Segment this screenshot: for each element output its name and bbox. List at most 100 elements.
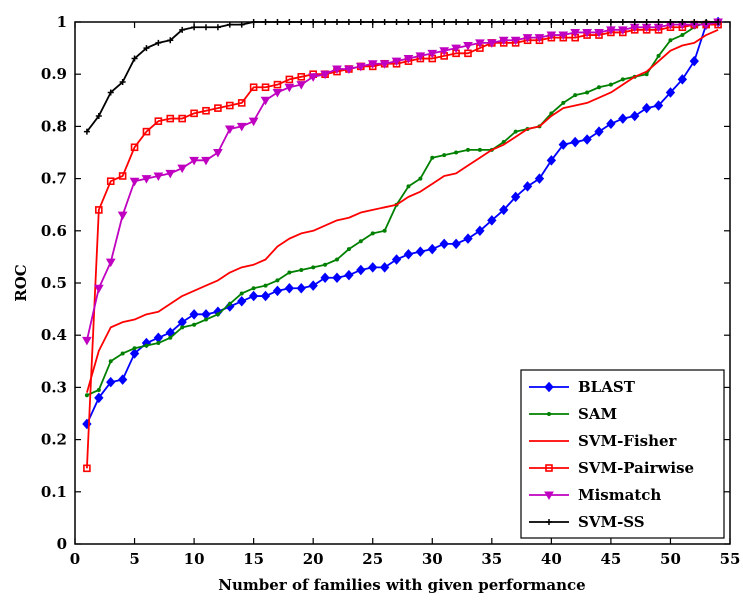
data-point-mismatch (332, 65, 342, 74)
data-point-svm-ss (345, 19, 352, 25)
data-point-blast (106, 376, 116, 388)
data-point-sam (597, 85, 601, 90)
legend: BLAST SAM SVM-Fisher SVM-Pairwise Mismatch SV… (520, 369, 725, 539)
data-point-svm-ss (83, 128, 90, 135)
data-point-svm-ss (238, 21, 245, 28)
data-point-svm-pairwise (142, 127, 151, 136)
data-point-svm-pairwise (249, 83, 258, 92)
data-point-blast (308, 280, 318, 291)
data-point-svm-ss (488, 19, 495, 25)
data-point-blast (356, 264, 366, 276)
data-point-blast (260, 290, 271, 302)
data-point-svm-pairwise (190, 109, 198, 118)
data-point-blast (534, 173, 545, 184)
data-point-svm-ss (417, 19, 424, 25)
data-point-mismatch (213, 149, 223, 158)
data-point-sam (620, 77, 625, 82)
data-point-mismatch (129, 177, 140, 187)
data-point-blast (570, 136, 580, 148)
x-tick-label: 0 (70, 550, 80, 568)
data-point-sam (239, 291, 244, 296)
data-point-mismatch (391, 57, 402, 67)
data-point-svm-ss (167, 37, 174, 44)
data-point-svm-ss (715, 19, 722, 25)
legend-box (520, 369, 725, 539)
data-point-svm-ss (381, 19, 388, 25)
data-point-sam (454, 150, 459, 155)
x-axis-label: Number of families with given performanc… (218, 576, 585, 594)
data-point-svm-pairwise (106, 177, 115, 186)
data-point-svm-pairwise (261, 83, 270, 92)
data-point-mismatch (93, 284, 104, 294)
data-point-blast (653, 100, 664, 111)
data-point-blast (225, 301, 235, 312)
data-point-mismatch (582, 28, 592, 38)
data-point-sam (668, 38, 673, 43)
data-point-sam (418, 176, 423, 181)
data-point-blast (689, 55, 699, 67)
data-point-sam (108, 359, 113, 364)
data-point-blast (475, 225, 485, 237)
data-point-mismatch (415, 52, 426, 61)
data-point-svm-ss (453, 19, 460, 25)
data-point-sam (227, 301, 232, 306)
data-point-blast (641, 102, 652, 114)
data-point-sam (680, 33, 685, 38)
data-point-blast (332, 272, 342, 284)
data-point-svm-pairwise (154, 117, 163, 125)
data-point-svm-pairwise (95, 206, 103, 214)
data-point-mismatch (463, 41, 473, 51)
legend-label-svm-ss: SVM-SS (578, 513, 645, 531)
data-point-mismatch (201, 156, 211, 166)
data-point-mismatch (224, 125, 235, 135)
data-point-svm-ss (476, 19, 483, 25)
y-tick-label: 1 (57, 13, 67, 31)
data-point-svm-ss (119, 79, 126, 86)
data-point-svm-ss (107, 89, 114, 96)
data-point-mismatch (558, 31, 569, 41)
legend-item-svm-fisher: SVM-Fisher (529, 432, 678, 450)
data-point-sam (442, 153, 447, 158)
data-point-sam (513, 129, 518, 134)
data-point-svm-ss (655, 19, 662, 25)
data-point-blast (379, 262, 390, 273)
data-point-svm-ss (548, 19, 555, 25)
data-point-blast (487, 215, 497, 226)
data-point-svm-pairwise (226, 101, 234, 110)
data-point-blast (630, 110, 640, 122)
data-point-sam (585, 90, 590, 95)
data-point-sam (561, 100, 566, 105)
data-point-blast (451, 238, 461, 250)
data-point-blast (522, 181, 533, 192)
data-point-mismatch (165, 169, 176, 179)
data-point-sam (299, 267, 304, 272)
y-tick-label: 0.4 (41, 326, 67, 344)
data-point-blast (344, 269, 354, 281)
legend-label-svm-pairwise: SVM-Pairwise (578, 459, 694, 477)
data-point-blast (296, 282, 306, 294)
data-point-mismatch (82, 336, 92, 346)
legend-marker-blast (544, 381, 554, 393)
data-point-sam (644, 72, 649, 77)
series-svm-fisher (86, 29, 719, 393)
data-point-svm-ss (179, 26, 186, 33)
data-point-sam (275, 278, 280, 283)
data-point-sam (335, 257, 339, 262)
data-point-svm-ss (310, 19, 317, 25)
data-point-svm-ss (322, 19, 329, 25)
data-point-sam (358, 239, 363, 244)
data-point-svm-ss (465, 19, 471, 25)
data-point-blast (320, 272, 330, 284)
legend-marker-mismatch (544, 491, 554, 501)
data-point-svm-pairwise (118, 172, 127, 180)
data-point-blast (463, 233, 473, 244)
data-point-sam (132, 346, 137, 351)
data-point-blast (665, 87, 676, 98)
data-point-svm-pairwise (166, 114, 175, 123)
data-point-mismatch (403, 55, 414, 64)
x-tick-label: 50 (660, 550, 681, 568)
data-point-blast (189, 309, 199, 320)
data-point-svm-ss (405, 19, 412, 25)
plot-series (82, 16, 723, 473)
data-point-blast (403, 249, 414, 260)
